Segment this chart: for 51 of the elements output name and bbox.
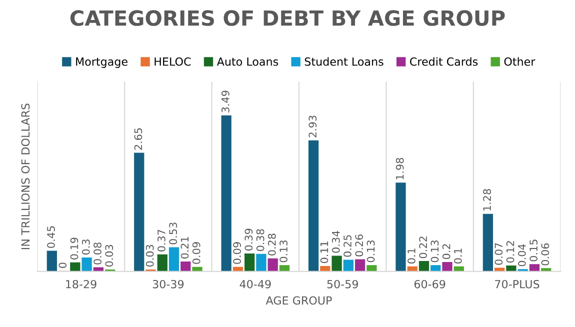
data-label: 0.22 xyxy=(419,236,428,258)
data-label: 3.49 xyxy=(221,90,230,112)
data-label: 0.06 xyxy=(541,243,550,266)
legend-label: Mortgage xyxy=(76,58,128,68)
data-label: 0.19 xyxy=(70,238,78,260)
data-label: 2.65 xyxy=(134,128,142,150)
data-label: 1.28 xyxy=(483,189,491,210)
y-axis-title: IN TRILLIONS OF DOLLARS xyxy=(21,104,30,250)
data-label: 0.07 xyxy=(494,243,503,265)
data-label: 0.39 xyxy=(244,228,253,251)
data-label: 0.1 xyxy=(408,248,416,264)
data-label: 0.53 xyxy=(169,222,178,244)
data-label: 0.13 xyxy=(430,240,439,262)
x-tick-label: 40-49 xyxy=(240,280,271,288)
chart-title: CATEGORIES OF DEBT BY AGE GROUP xyxy=(70,10,505,26)
data-label: 0.12 xyxy=(506,241,514,263)
data-label: 0.15 xyxy=(530,240,538,262)
legend-label: Credit Cards xyxy=(410,57,478,66)
x-tick-label: 60-69 xyxy=(414,280,446,288)
data-label: 1.98 xyxy=(396,158,404,180)
legend-label: HELOC xyxy=(154,57,191,66)
data-label: 0.1 xyxy=(454,248,462,264)
data-label: 0.34 xyxy=(332,230,340,253)
data-label: 0.13 xyxy=(280,240,288,262)
data-label: 0.38 xyxy=(256,229,264,252)
data-label: 0.09 xyxy=(233,242,241,264)
data-label: 0.37 xyxy=(158,230,166,252)
data-label: 0.11 xyxy=(320,242,328,264)
data-label: 0.13 xyxy=(366,240,375,262)
data-label: 0 xyxy=(58,262,67,268)
x-tick-label: 18-29 xyxy=(66,280,96,288)
data-label: 0.21 xyxy=(180,237,189,259)
x-tick-label: 70-PLUS xyxy=(495,280,540,288)
data-label: 0.28 xyxy=(268,234,276,256)
data-label: 0.45 xyxy=(47,226,55,248)
data-label: 0.3 xyxy=(82,240,90,255)
data-label: 0.09 xyxy=(192,242,200,264)
data-label: 0.08 xyxy=(94,242,102,264)
x-tick-label: 50-59 xyxy=(327,280,358,288)
data-label: 0.26 xyxy=(355,234,364,256)
data-label: 0.25 xyxy=(344,235,352,257)
legend-label: Student Loans xyxy=(304,57,384,66)
x-tick-label: 30-39 xyxy=(152,280,184,288)
data-label: 0.03 xyxy=(146,244,154,267)
data-label: 0.03 xyxy=(105,244,114,267)
data-label: 0.04 xyxy=(518,244,526,266)
data-label: 0.2 xyxy=(442,244,450,260)
legend-label: Other xyxy=(504,57,536,66)
x-axis-title: AGE GROUP xyxy=(266,296,332,305)
legend-label: Auto Loans xyxy=(216,58,278,66)
data-label: 2.93 xyxy=(308,116,317,138)
